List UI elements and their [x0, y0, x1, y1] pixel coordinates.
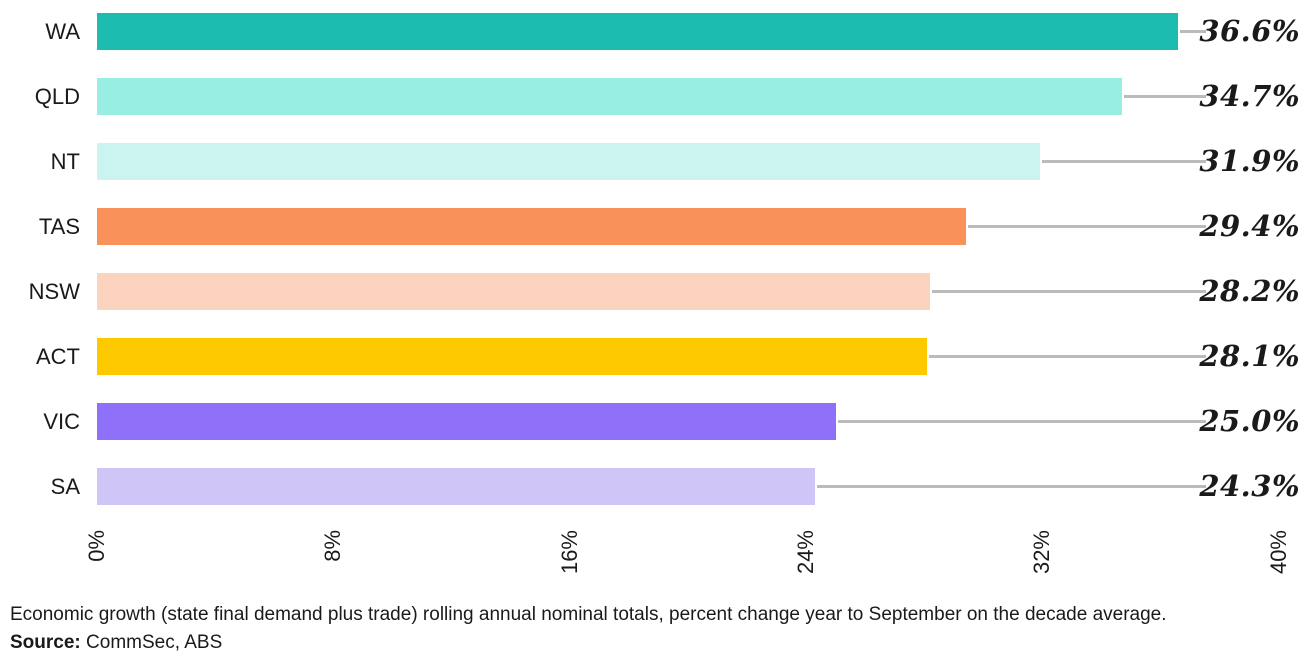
- chart-caption: Economic growth (state final demand plus…: [10, 604, 1167, 626]
- bar-act: [97, 338, 927, 375]
- source-label: Source:: [10, 632, 81, 653]
- category-label-nsw: NSW: [28, 279, 80, 304]
- category-label-vic: VIC: [43, 409, 80, 434]
- bar-nsw: [97, 273, 930, 310]
- x-tick-label-16: 16%: [556, 530, 582, 575]
- category-label-qld: QLD: [34, 84, 80, 109]
- x-tick-label-40: 40%: [1265, 530, 1291, 575]
- leader-line-nt: [1042, 160, 1206, 163]
- category-label-wa: WA: [45, 19, 80, 44]
- bar-tas: [97, 208, 966, 245]
- value-label-wa: 36.6%: [1199, 14, 1300, 48]
- value-label-act: 28.1%: [1199, 339, 1300, 373]
- source-value: CommSec, ABS: [80, 632, 223, 653]
- category-label-act: ACT: [36, 344, 80, 369]
- bar-nt: [97, 143, 1040, 180]
- bar-sa: [97, 468, 815, 505]
- category-label-nt: NT: [50, 149, 80, 174]
- x-tick-label-24: 24%: [793, 530, 819, 575]
- value-label-nt: 31.9%: [1199, 144, 1300, 178]
- leader-line-tas: [968, 225, 1206, 228]
- category-label-tas: TAS: [38, 214, 80, 239]
- bar-qld: [97, 78, 1122, 115]
- caption-text: Economic growth (state final demand plus…: [10, 604, 1167, 625]
- leader-line-vic: [838, 420, 1206, 423]
- value-label-vic: 25.0%: [1199, 404, 1300, 438]
- leader-line-sa: [817, 485, 1206, 488]
- x-tick-label-8: 8%: [320, 530, 346, 562]
- leader-line-nsw: [932, 290, 1206, 293]
- value-label-tas: 29.4%: [1199, 209, 1300, 243]
- category-label-sa: SA: [50, 474, 80, 499]
- leader-line-wa: [1180, 30, 1206, 33]
- bar-wa: [97, 13, 1178, 50]
- bar-vic: [97, 403, 836, 440]
- value-label-qld: 34.7%: [1199, 79, 1300, 113]
- value-label-nsw: 28.2%: [1199, 274, 1300, 308]
- value-label-sa: 24.3%: [1199, 469, 1300, 503]
- leader-line-act: [929, 355, 1206, 358]
- x-tick-label-0: 0%: [84, 530, 109, 562]
- leader-line-qld: [1124, 95, 1206, 98]
- chart-source: Source: CommSec, ABS: [10, 632, 222, 654]
- x-tick-label-32: 32%: [1029, 530, 1055, 575]
